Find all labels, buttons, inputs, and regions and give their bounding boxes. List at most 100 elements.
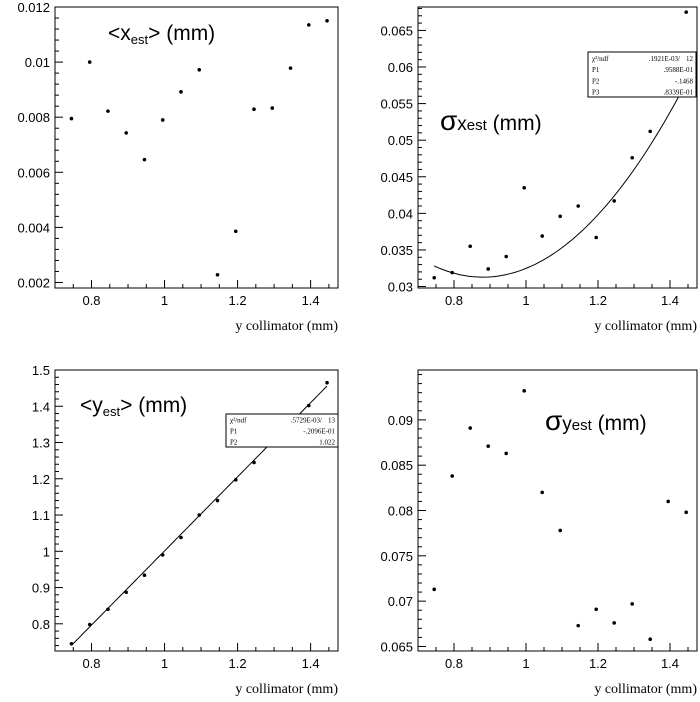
data-point xyxy=(648,637,652,642)
y-tick-label: 1.3 xyxy=(32,436,50,451)
data-point xyxy=(522,185,526,190)
x-axis-label: y collimator (mm) xyxy=(235,319,338,334)
data-point xyxy=(106,607,110,612)
fit-stats-name: χ²/ndf xyxy=(592,55,609,63)
fit-stats-ndf: 13 xyxy=(328,417,336,425)
y-tick-label: 0.004 xyxy=(17,220,50,235)
data-point xyxy=(197,68,202,72)
data-point xyxy=(252,460,256,465)
data-point xyxy=(306,403,311,408)
x-tick-label: 0.8 xyxy=(82,293,100,308)
fit-stats-value: .8339E-01 xyxy=(664,89,694,97)
data-point xyxy=(468,244,473,249)
data-point xyxy=(612,621,616,625)
data-point xyxy=(142,157,147,162)
y-tick-label: 0.055 xyxy=(380,97,413,112)
x-tick-label: 1.2 xyxy=(589,293,607,308)
x-axis-label: y collimator (mm) xyxy=(594,682,697,697)
fit-stats-name: P2 xyxy=(230,439,238,447)
panel-title: σyest (mm) xyxy=(545,405,647,436)
data-point xyxy=(612,199,616,203)
data-point xyxy=(522,389,526,393)
data-point xyxy=(124,590,129,595)
x-tick-label: 1 xyxy=(161,656,168,671)
panel-title: σxest (mm) xyxy=(440,105,542,136)
y-tick-label: 0.8 xyxy=(32,617,50,632)
plot-frame xyxy=(54,6,339,289)
data-point xyxy=(179,535,183,540)
data-point xyxy=(270,106,275,110)
y-tick-label: 0.07 xyxy=(388,594,413,609)
data-point xyxy=(684,510,688,515)
data-point xyxy=(558,528,562,533)
data-point xyxy=(468,426,473,430)
y-tick-label: 0.008 xyxy=(17,110,50,125)
fit-stats-value: -.1468 xyxy=(675,77,694,85)
y-tick-label: 0.065 xyxy=(380,23,413,38)
x-axis-label: y collimator (mm) xyxy=(594,319,697,334)
y-tick-label: 0.012 xyxy=(17,0,50,15)
fit-stats-box xyxy=(587,51,697,98)
data-point xyxy=(594,607,598,612)
data-point xyxy=(124,131,129,135)
y-tick-label: 0.06 xyxy=(388,60,413,75)
y-tick-label: 0.9 xyxy=(32,581,50,596)
data-point xyxy=(233,478,238,482)
y-tick-label: 1.1 xyxy=(32,508,50,523)
x-tick-label: 1 xyxy=(522,293,529,308)
data-point xyxy=(450,474,455,478)
data-point xyxy=(648,129,652,134)
fit-stats-value: 1.022 xyxy=(319,439,335,447)
fit-stats-name: P3 xyxy=(592,89,600,97)
fit-stats-value: .5729E-03/ xyxy=(291,417,322,425)
x-tick-label: 1.4 xyxy=(661,293,679,308)
data-point xyxy=(197,513,202,517)
panel-mean-x-est: 0.8 1 1.2 1.4 0.002 0.004 0.006 0.008 0.01 0.012 y… xyxy=(17,0,339,334)
y-tick-label: 0.01 xyxy=(25,55,50,70)
data-point xyxy=(504,254,509,259)
y-tick-label: 0.09 xyxy=(388,413,413,428)
data-point xyxy=(306,23,311,27)
x-axis-label: y collimator (mm) xyxy=(235,682,338,697)
data-point xyxy=(540,234,544,238)
data-point xyxy=(179,90,183,94)
y-tick-label: 0.065 xyxy=(380,639,413,654)
data-point xyxy=(215,498,220,503)
y-tick-label: 0.085 xyxy=(380,458,413,473)
fit-curve xyxy=(434,82,687,278)
y-tick-label: 0.045 xyxy=(380,170,413,185)
fit-stats-name: χ²/ndf xyxy=(230,417,247,425)
data-point xyxy=(504,451,509,456)
data-point xyxy=(106,109,110,113)
x-tick-label: 1.2 xyxy=(229,656,247,671)
data-point xyxy=(630,602,634,606)
data-point xyxy=(233,229,238,234)
panel-title: <yest> (mm) xyxy=(80,394,187,419)
x-tick-label: 1.4 xyxy=(302,293,320,308)
x-tick-label: 0.8 xyxy=(445,656,463,671)
data-point xyxy=(325,380,329,385)
data-point xyxy=(630,155,634,160)
x-tick-label: 0.8 xyxy=(82,656,100,671)
data-point xyxy=(87,622,92,627)
plot-frame xyxy=(417,6,698,289)
fit-stats-value: .1921E-03/ xyxy=(649,55,680,63)
data-point xyxy=(325,18,329,23)
data-point xyxy=(594,235,598,240)
x-tick-label: 1 xyxy=(522,656,529,671)
y-tick-label: 1 xyxy=(43,544,50,559)
data-point xyxy=(666,499,670,504)
y-tick-label: 0.03 xyxy=(388,280,413,295)
fit-stats-name: P1 xyxy=(230,428,238,436)
fit-stats-name: P2 xyxy=(592,77,600,85)
data-point xyxy=(576,204,580,208)
x-tick-label: 1.2 xyxy=(229,293,247,308)
y-tick-label: 0.075 xyxy=(380,549,413,564)
data-point xyxy=(450,270,455,275)
x-tick-label: 1.2 xyxy=(589,656,607,671)
x-tick-label: 1 xyxy=(161,293,168,308)
y-tick-label: 0.08 xyxy=(388,504,413,519)
panel-title: <xest> (mm) xyxy=(108,22,215,47)
data-point xyxy=(142,573,147,578)
